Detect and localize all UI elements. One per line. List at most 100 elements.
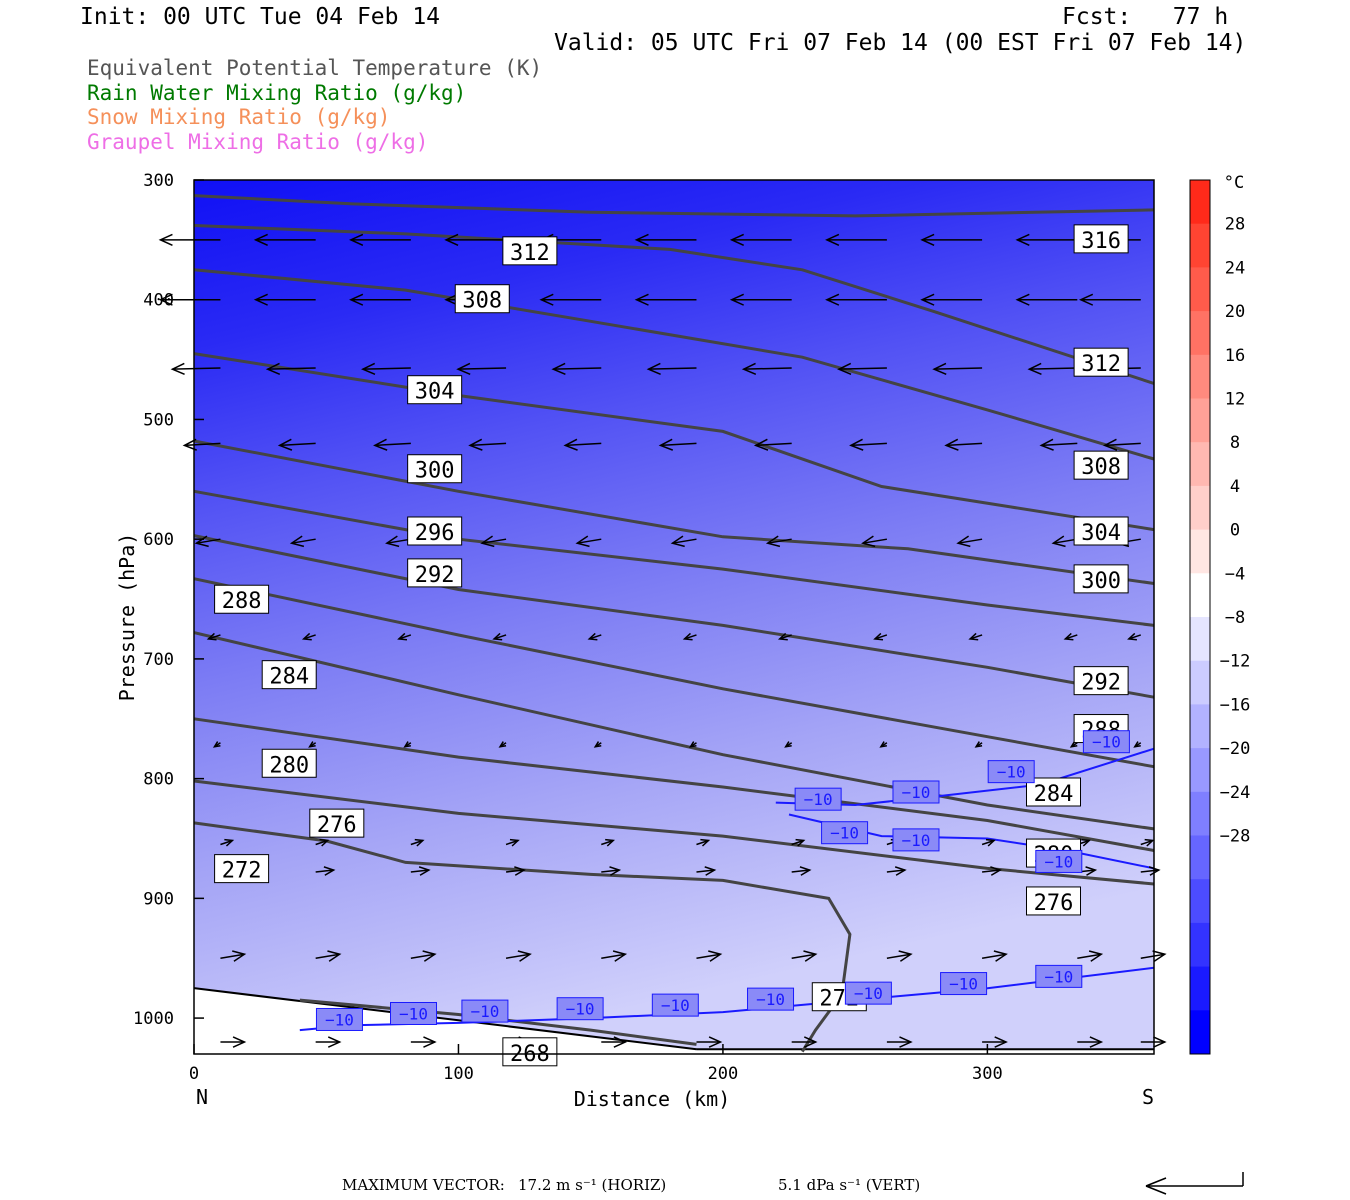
isotherm-label-box xyxy=(556,997,604,1021)
isotherm-label: −10 xyxy=(325,1010,354,1029)
wind-vector-head xyxy=(444,293,459,306)
wind-vector xyxy=(779,634,792,640)
colorbar-segment xyxy=(1190,1010,1210,1055)
colorbar-segment xyxy=(1190,311,1210,356)
wind-vector xyxy=(601,953,626,959)
wind-vector xyxy=(886,869,905,873)
wind-vector xyxy=(791,953,816,959)
wind-vector-head xyxy=(1069,741,1078,748)
wind-vector xyxy=(791,869,810,873)
wind-vector-head xyxy=(700,838,711,847)
wind-vector-head xyxy=(551,362,566,375)
isotherm-label: −10 xyxy=(1092,733,1121,752)
colorbar-segment xyxy=(1190,223,1210,268)
isotherm-label-box xyxy=(821,821,869,845)
contour-label-box xyxy=(407,558,463,588)
wind-vector-head xyxy=(385,535,400,548)
isotherm-label-box xyxy=(747,987,795,1011)
wind-vector-head xyxy=(777,632,788,641)
isotherm-label-box xyxy=(987,760,1035,784)
y-tick-label: 700 xyxy=(143,650,174,670)
wind-vector-head xyxy=(265,362,281,375)
isotherm-label-box xyxy=(892,828,940,852)
colorbar-segment xyxy=(1190,748,1210,793)
wind-vector xyxy=(934,367,983,370)
isotherm-label-box xyxy=(390,1001,438,1025)
wind-vector xyxy=(886,953,912,959)
wind-vector-head xyxy=(873,632,884,641)
valid-time: Valid: 05 UTC Fri 07 Feb 14 (00 EST Fri … xyxy=(554,30,1247,56)
wind-vector-head xyxy=(682,632,693,641)
wind-vector xyxy=(565,442,602,447)
wind-vector-head xyxy=(879,741,887,748)
wind-vector-head xyxy=(708,950,723,962)
wind-vector-head xyxy=(1015,293,1030,306)
wind-vector-head xyxy=(990,866,1002,876)
wind-vector-head xyxy=(397,632,408,641)
wind-vector xyxy=(838,367,887,370)
wind-vector-head xyxy=(1027,362,1042,375)
contour-label: 312 xyxy=(1081,352,1121,377)
colorbar-label: −28 xyxy=(1220,827,1251,847)
wind-vector-head xyxy=(1051,535,1066,548)
wind-vector-head xyxy=(1152,950,1167,962)
wind-vector-head xyxy=(670,535,685,548)
wind-vector xyxy=(1104,442,1141,447)
wind-vector-head xyxy=(985,838,996,847)
wind-vector xyxy=(1128,634,1142,640)
y-tick-label: 500 xyxy=(143,410,174,430)
contour-label-box xyxy=(261,660,317,690)
wind-vector-head xyxy=(932,362,947,375)
terrain-line xyxy=(193,987,697,1051)
wind-vector xyxy=(481,538,507,544)
contour-label: 304 xyxy=(1081,521,1121,546)
max-vector-horiz: 17.2 m s⁻¹ (HORIZ) xyxy=(518,1176,667,1194)
wind-vector xyxy=(184,442,221,447)
wind-vector xyxy=(696,953,721,959)
wind-vector xyxy=(315,953,340,959)
wind-vector xyxy=(957,538,983,544)
contour-label-box xyxy=(214,584,270,614)
wind-vector-head xyxy=(517,950,532,962)
wind-vector-head xyxy=(422,950,437,962)
colorbar-segment xyxy=(1190,835,1210,880)
contour-label: 300 xyxy=(1081,569,1121,594)
wind-vector-head xyxy=(1088,950,1104,962)
wind-vector xyxy=(398,634,412,640)
contour-label-box xyxy=(1073,516,1129,546)
contour-label-box xyxy=(407,516,463,546)
wind-vector xyxy=(1140,953,1165,959)
isotherm-label-box xyxy=(940,972,988,996)
isotherm-label: −10 xyxy=(997,763,1026,782)
contour-label: 276 xyxy=(317,813,357,838)
wind-vector xyxy=(505,839,519,846)
wind-vector xyxy=(755,442,792,447)
wind-vector xyxy=(850,442,887,447)
contour-label: 280 xyxy=(269,753,309,778)
isotherm-label: −10 xyxy=(854,984,883,1003)
contour-label-box xyxy=(407,375,463,405)
wind-vector-head xyxy=(1015,233,1030,246)
wind-vector xyxy=(410,839,424,846)
wind-vector-head xyxy=(563,438,578,451)
contour-label: 288 xyxy=(222,589,262,614)
wind-vector-head xyxy=(609,866,622,876)
wind-vector xyxy=(696,839,709,846)
wind-vector-head xyxy=(253,293,268,306)
legend-entry: Equivalent Potential Temperature (K) xyxy=(87,56,543,80)
wind-vector-head xyxy=(741,362,757,375)
colorbar-segment xyxy=(1190,267,1210,312)
theta-e-contour-284 xyxy=(193,631,1155,831)
wind-vector xyxy=(874,634,888,640)
isotherm-label-box xyxy=(1082,730,1130,754)
colorbar-label: −8 xyxy=(1225,608,1245,628)
wind-vector xyxy=(743,367,792,370)
colorbar-label: −24 xyxy=(1220,783,1251,803)
wind-vector xyxy=(410,869,429,873)
theta-e-contour-316 xyxy=(193,194,1155,218)
wind-vector-head xyxy=(509,838,520,847)
colorbar-label: −4 xyxy=(1225,564,1245,584)
isotherm-label: −10 xyxy=(566,1000,595,1019)
wind-vector-head xyxy=(593,741,602,748)
contour-label-box xyxy=(261,748,317,778)
